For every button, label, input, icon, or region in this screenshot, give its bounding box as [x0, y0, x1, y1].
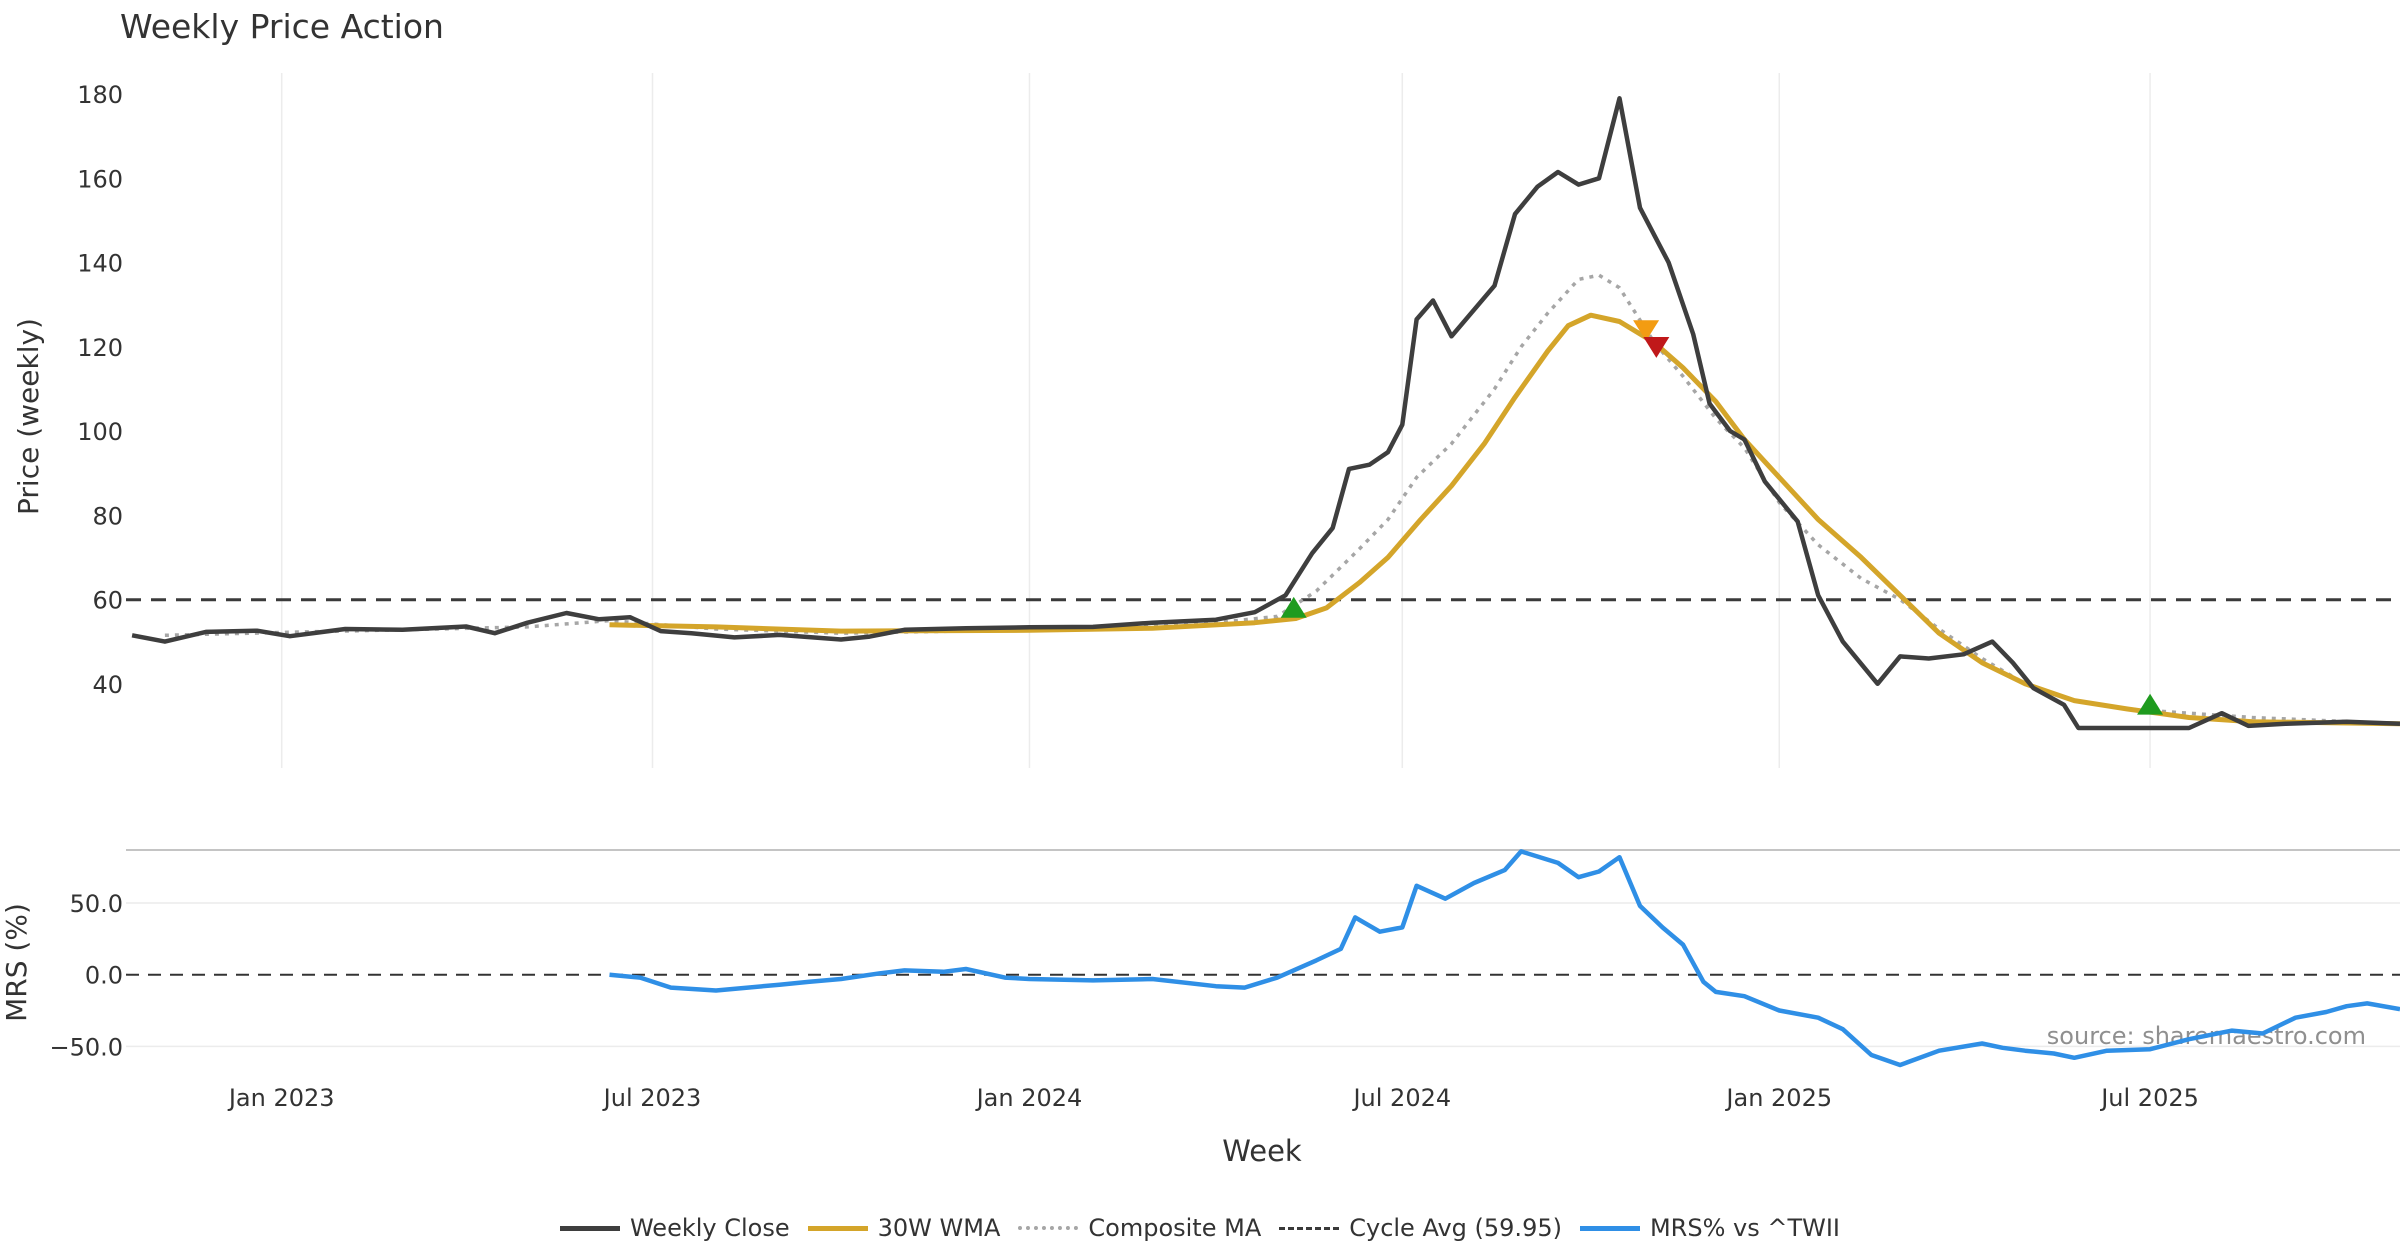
chart-title: Weekly Price Action [120, 7, 444, 46]
wma-swatch [807, 1225, 868, 1231]
legend-item-weekly-close: Weekly Close [559, 1214, 790, 1242]
sell-signal-marker [1643, 337, 1670, 358]
price-y-tick-label: 40 [92, 671, 123, 699]
legend-label: Cycle Avg (59.95) [1349, 1214, 1562, 1242]
price-y-tick-label: 180 [77, 81, 123, 109]
weekly-close-swatch [559, 1225, 620, 1231]
x-tick-label: Jan 2023 [227, 1084, 335, 1112]
price-y-tick-label: 100 [77, 418, 123, 446]
price-y-axis-label: Price (weekly) [12, 318, 45, 515]
legend-label: Composite MA [1088, 1214, 1262, 1242]
price-y-tick-label: 160 [77, 165, 123, 193]
legend-item-cycle-avg: Cycle Avg (59.95) [1279, 1214, 1562, 1242]
cycle-avg-swatch [1279, 1226, 1340, 1230]
legend-item-mrs: MRS% vs ^TWII [1579, 1214, 1841, 1242]
legend-item-composite-ma: Composite MA [1018, 1214, 1261, 1242]
legend-label: 30W WMA [877, 1214, 1001, 1242]
legend-label: Weekly Close [629, 1214, 790, 1242]
x-tick-label: Jan 2025 [1724, 1084, 1832, 1112]
price-panel: 40 60 80 100 120 140 160 180 Price (weekly) [12, 73, 2400, 768]
sell-signal-marker [1633, 320, 1660, 341]
buy-signal-marker [1280, 596, 1307, 618]
wma-line [609, 312, 2400, 727]
mrs-y-tick-label: 0.0 [85, 962, 123, 990]
price-y-tick-label: 60 [92, 587, 123, 615]
composite-ma-swatch [1018, 1226, 1079, 1230]
x-tick-label: Jul 2025 [2099, 1084, 2199, 1112]
x-tick-label: Jan 2024 [975, 1084, 1083, 1112]
x-tick-label: Jul 2024 [1351, 1084, 1451, 1112]
legend-item-30w-wma: 30W WMA [807, 1214, 1001, 1242]
mrs-swatch [1579, 1225, 1640, 1231]
weekly-close-line [131, 96, 2400, 731]
mrs-y-axis-label: MRS (%) [0, 903, 33, 1022]
mrs-y-tick-label: 50.0 [70, 890, 123, 918]
x-tick-label: Jul 2023 [602, 1084, 702, 1112]
chart-legend: Weekly Close 30W WMA Composite MA Cycle … [0, 1214, 2400, 1242]
price-y-tick-label: 80 [92, 502, 123, 530]
legend-label: MRS% vs ^TWII [1649, 1214, 1841, 1242]
buy-signal-marker [2137, 693, 2164, 715]
mrs-y-tick-label: −50.0 [49, 1033, 123, 1061]
composite-ma-line [164, 273, 2400, 726]
price-y-tick-label: 120 [77, 334, 123, 362]
price-y-tick-label: 140 [77, 250, 123, 278]
x-axis-label: Week [1222, 1134, 1302, 1168]
mrs-line [609, 849, 2400, 1068]
